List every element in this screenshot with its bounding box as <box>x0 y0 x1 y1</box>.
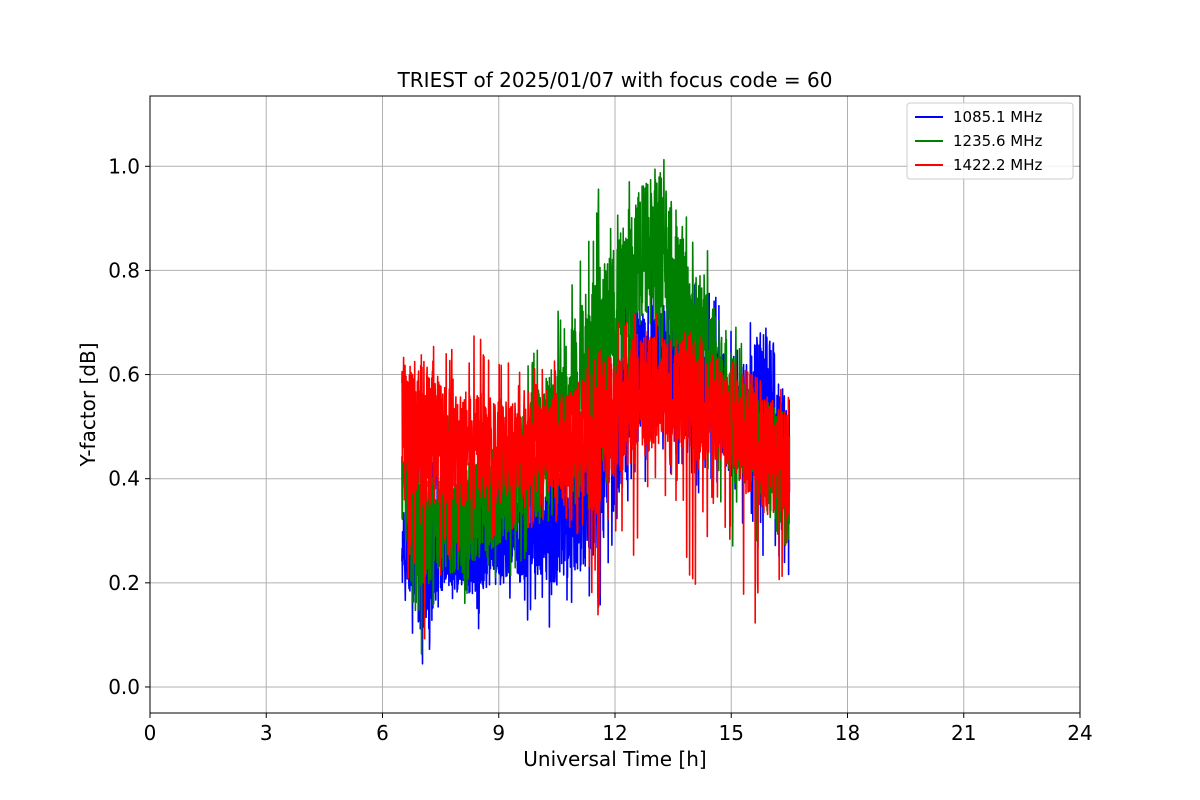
y-tick-label: 0.4 <box>108 467 140 491</box>
legend-label: 1235.6 MHz <box>953 132 1042 150</box>
x-tick-label: 9 <box>492 721 505 745</box>
y-tick-label: 0.6 <box>108 363 140 387</box>
x-tick-label: 15 <box>719 721 744 745</box>
y-tick-label: 0.8 <box>108 258 140 282</box>
x-axis-title: Universal Time [h] <box>523 747 706 771</box>
x-tick-label: 6 <box>376 721 389 745</box>
legend-box <box>906 102 1074 180</box>
y-tick-label: 1.0 <box>108 154 140 178</box>
x-tick-label: 18 <box>835 721 860 745</box>
series-line <box>401 312 791 640</box>
y-axis-title: Y-factor [dB] <box>76 342 100 467</box>
legend: 1085.1 MHz 1235.6 MHz 1422.2 MHz <box>906 102 1074 180</box>
x-tick-label: 24 <box>1067 721 1092 745</box>
legend-label: 1422.2 MHz <box>953 156 1042 174</box>
y-tick-label: 0.0 <box>108 675 140 699</box>
series-layer <box>401 158 791 665</box>
y-tick-label: 0.2 <box>108 571 140 595</box>
x-tick-label: 12 <box>602 721 627 745</box>
x-tick-label: 0 <box>144 721 157 745</box>
legend-label: 1085.1 MHz <box>953 108 1042 126</box>
ticks: 0 3 6 9 12 15 18 21 24 0.0 0.2 0.4 0.6 0.8 1.0 <box>108 154 1093 745</box>
x-tick-label: 3 <box>260 721 273 745</box>
x-tick-label: 21 <box>951 721 976 745</box>
chart-title: TRIEST of 2025/01/07 with focus code = 6… <box>397 68 833 92</box>
